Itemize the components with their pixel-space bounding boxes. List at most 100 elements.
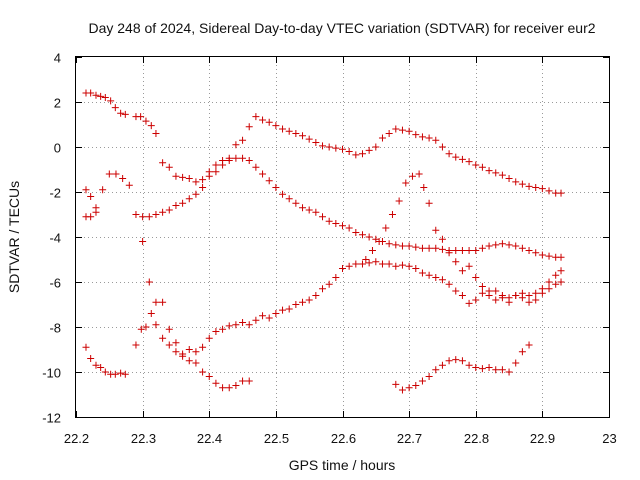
data-point-series-4 xyxy=(219,384,227,392)
data-point-series-3 xyxy=(365,259,373,267)
x-tick-label: 22.5 xyxy=(264,431,289,446)
data-point-series-1 xyxy=(432,244,440,252)
data-point-series-2 xyxy=(557,189,565,197)
data-point-series-2 xyxy=(505,175,513,182)
data-point-series-2 xyxy=(312,139,320,146)
y-tick-label: -6 xyxy=(49,276,61,291)
data-point-series-2 xyxy=(185,195,193,203)
data-point-series-3 xyxy=(252,316,260,324)
data-point-series-2 xyxy=(265,118,273,126)
data-point-series-5 xyxy=(432,226,440,234)
data-point-series-2 xyxy=(425,134,433,142)
data-point-series-2 xyxy=(305,135,313,143)
data-point-series-3 xyxy=(532,289,540,297)
data-point-series-1 xyxy=(152,130,160,137)
data-point-series-5 xyxy=(458,267,466,275)
data-point-series-4 xyxy=(239,377,247,385)
data-point-series-3 xyxy=(492,287,500,295)
data-point-series-2 xyxy=(358,150,366,158)
data-point-series-3 xyxy=(172,348,180,356)
data-point-series-4 xyxy=(392,380,400,388)
data-point-series-3 xyxy=(279,306,287,314)
data-point-series-4 xyxy=(472,364,480,371)
data-point-series-4 xyxy=(199,368,207,376)
data-point-series-1 xyxy=(438,245,446,253)
data-point-series-4 xyxy=(485,364,493,371)
data-point-series-2 xyxy=(438,143,446,151)
data-point-series-3 xyxy=(137,325,145,333)
data-point-series-1 xyxy=(265,177,273,185)
data-point-series-2 xyxy=(452,153,460,161)
data-point-series-1 xyxy=(352,229,360,236)
data-point-series-3 xyxy=(478,289,486,297)
data-point-series-1 xyxy=(525,247,533,254)
data-point-series-1 xyxy=(159,159,167,167)
data-point-series-4 xyxy=(159,298,167,306)
data-point-series-3 xyxy=(259,312,267,320)
data-point-series-3 xyxy=(192,348,200,356)
data-point-series-2 xyxy=(432,136,440,144)
data-point-series-2 xyxy=(219,161,227,169)
data-point-series-2 xyxy=(105,170,113,178)
plot-area-frame xyxy=(75,56,610,418)
data-point-series-2 xyxy=(232,141,240,149)
data-point-series-5 xyxy=(362,256,370,263)
data-point-series-2 xyxy=(398,126,406,134)
data-point-series-2 xyxy=(205,172,213,180)
y-tick-label: -10 xyxy=(42,366,61,381)
data-point-series-1 xyxy=(465,247,473,254)
data-point-series-5 xyxy=(505,298,513,306)
data-point-series-2 xyxy=(299,132,307,140)
data-point-series-1 xyxy=(97,92,105,100)
data-point-series-3 xyxy=(245,321,253,329)
data-point-series-5 xyxy=(498,294,506,302)
data-point-series-3 xyxy=(292,301,300,308)
data-point-series-2 xyxy=(372,143,380,151)
data-point-series-1 xyxy=(512,242,520,250)
data-point-series-2 xyxy=(292,130,300,137)
y-tick-label: 0 xyxy=(54,141,61,156)
data-point-series-3 xyxy=(312,292,320,299)
data-point-series-1 xyxy=(545,252,553,260)
data-point-series-2 xyxy=(139,213,147,221)
data-point-series-3 xyxy=(97,364,105,371)
data-point-series-1 xyxy=(101,94,109,101)
data-point-series-5 xyxy=(518,289,526,297)
data-point-series-2 xyxy=(392,125,400,133)
data-point-series-5 xyxy=(557,267,565,275)
data-point-series-2 xyxy=(445,150,453,158)
data-point-series-3 xyxy=(339,265,346,272)
data-point-series-4 xyxy=(165,325,173,333)
data-point-series-4 xyxy=(465,361,473,369)
data-point-series-4 xyxy=(139,238,147,245)
data-point-series-1 xyxy=(172,172,180,180)
data-point-series-4 xyxy=(225,384,233,392)
data-point-series-3 xyxy=(219,325,227,333)
data-point-series-1 xyxy=(498,240,506,248)
data-point-series-3 xyxy=(142,323,150,331)
data-point-series-3 xyxy=(418,269,426,277)
data-point-series-3 xyxy=(92,361,100,369)
data-point-series-2 xyxy=(245,123,253,131)
data-point-series-2 xyxy=(112,170,120,178)
data-point-series-1 xyxy=(418,244,426,252)
data-point-series-5 xyxy=(452,258,460,266)
data-point-series-3 xyxy=(165,341,173,349)
data-point-series-5 xyxy=(532,296,540,304)
data-point-series-4 xyxy=(438,361,446,369)
data-point-series-5 xyxy=(465,262,473,270)
data-point-series-1 xyxy=(192,178,200,186)
data-point-series-3 xyxy=(205,334,213,342)
data-point-series-1 xyxy=(259,170,267,178)
data-point-series-2 xyxy=(159,208,167,216)
data-point-series-2 xyxy=(405,127,413,135)
data-point-series-1 xyxy=(472,247,480,254)
data-point-series-5 xyxy=(408,172,416,180)
data-point-series-3 xyxy=(352,260,360,268)
data-point-series-3 xyxy=(392,262,400,270)
data-point-series-2 xyxy=(145,213,153,221)
data-point-series-1 xyxy=(557,253,565,261)
data-point-series-2 xyxy=(478,163,486,171)
data-point-series-4 xyxy=(145,278,153,286)
